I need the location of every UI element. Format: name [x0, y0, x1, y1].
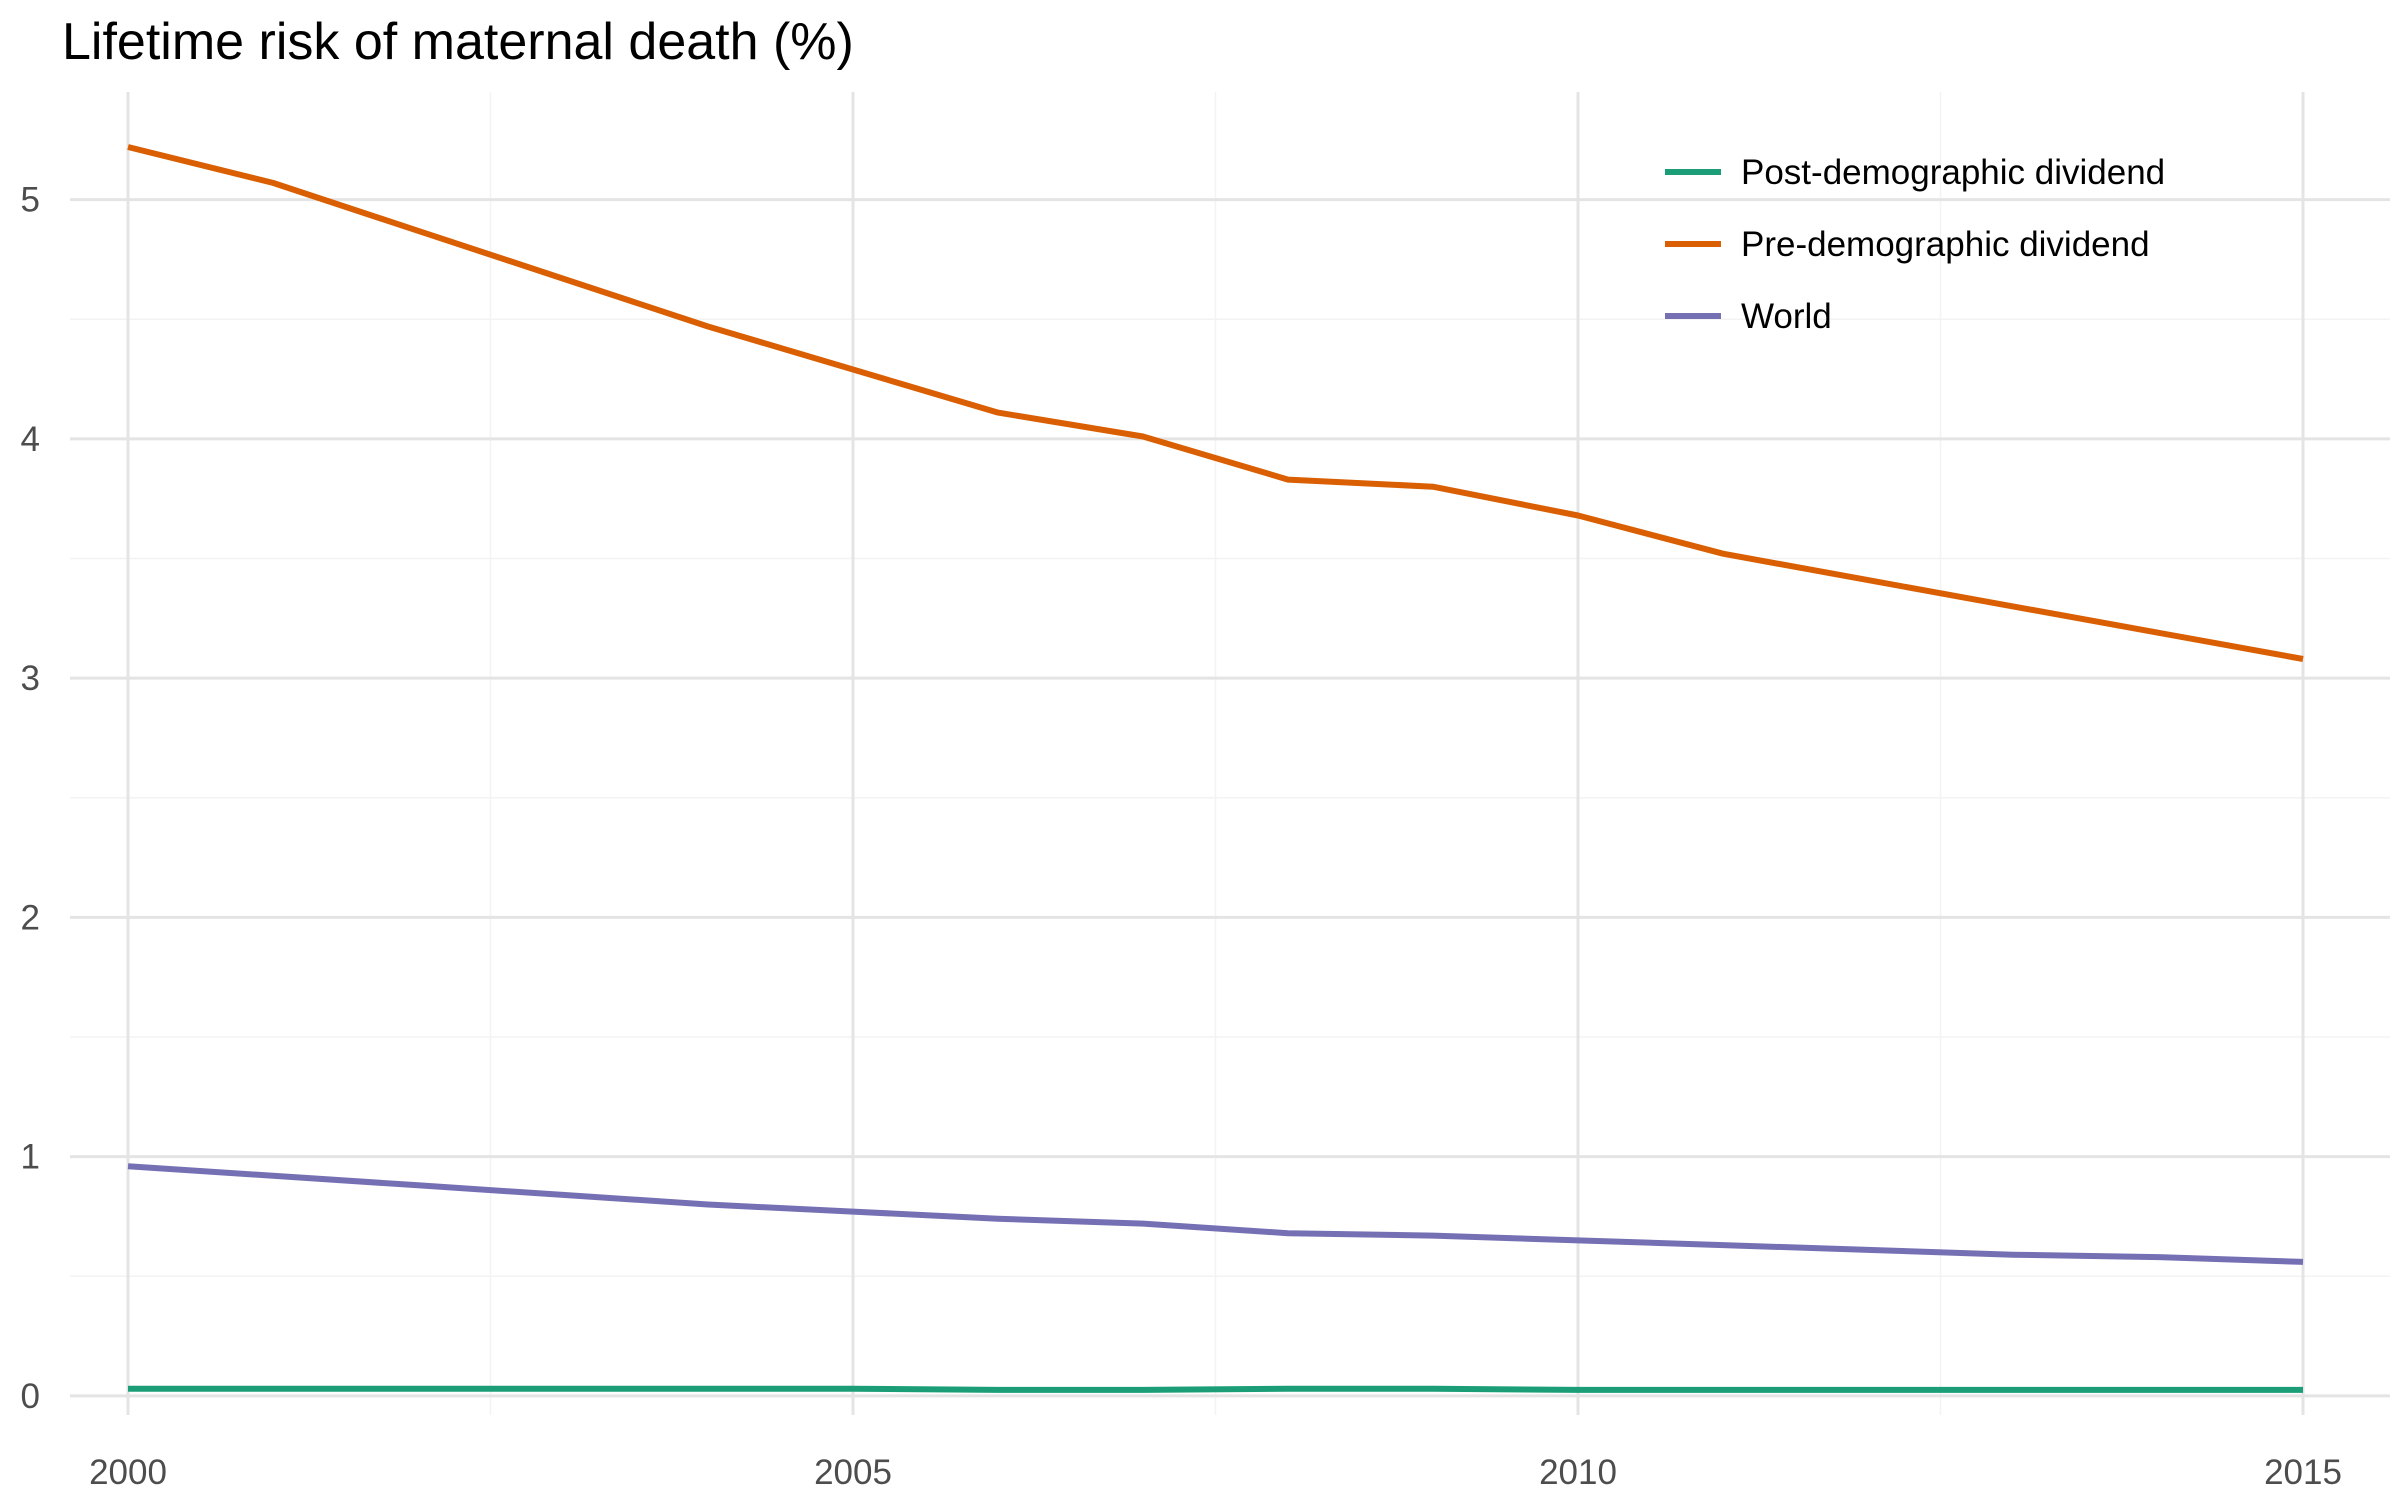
chart-title: Lifetime risk of maternal death (%): [62, 13, 854, 71]
x-tick-label: 2010: [1539, 1453, 1617, 1492]
x-tick-label: 2000: [89, 1453, 167, 1492]
y-tick-label: 5: [21, 181, 40, 220]
series-line: [127, 1163, 2304, 1265]
legend: Post-demographic dividend Pre-demographic…: [1665, 153, 2165, 336]
grid-lines: [70, 92, 2390, 1415]
y-tick-label: 3: [21, 659, 40, 698]
x-tick-label: 2005: [814, 1453, 892, 1492]
legend-label: World: [1741, 297, 1832, 336]
series-line: [128, 1385, 2303, 1393]
axis-tick-labels: 2000 2005 2010 2015 0 1 2 3 4 5: [21, 181, 2342, 1492]
legend-label: Post-demographic dividend: [1741, 153, 2165, 192]
x-tick-label: 2015: [2264, 1453, 2342, 1492]
y-tick-label: 1: [21, 1138, 40, 1177]
series-lines: [127, 144, 2304, 1393]
y-tick-label: 0: [21, 1377, 40, 1416]
y-tick-label: 2: [21, 898, 40, 937]
legend-label: Pre-demographic dividend: [1741, 225, 2150, 264]
y-tick-label: 4: [21, 420, 40, 459]
series-line: [127, 144, 2304, 662]
